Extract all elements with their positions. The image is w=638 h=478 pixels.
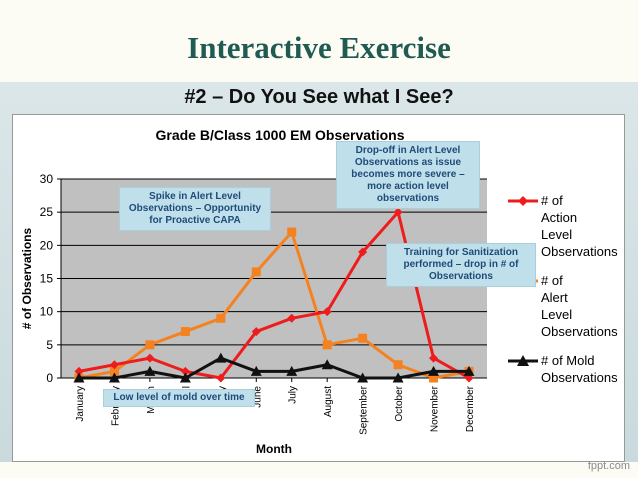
y-tick-label: 30 [40,172,54,186]
legend-marker [517,355,529,366]
data-point [251,327,261,337]
data-point [357,372,369,383]
data-point [250,365,262,376]
data-point [108,372,120,383]
series-line [78,210,470,380]
y-tick-label: 20 [40,238,54,252]
data-point [109,360,119,370]
data-point [180,366,190,376]
y-tick-label: 25 [40,205,54,219]
data-point [429,353,439,363]
legend-label: # of Action Level Observations [541,193,618,259]
callout-dropoff: Drop-off in Alert Level Observations as … [336,141,480,209]
y-tick-label: 10 [40,305,54,319]
x-tick-label: June [252,386,263,408]
data-point [393,360,403,370]
legend-label: # of Mold Observations [541,353,618,385]
data-point [287,313,297,323]
y-tick-label: 15 [40,272,54,286]
x-tick-label: January [75,386,86,422]
x-axis-title: Month [256,442,292,456]
data-point [73,372,85,383]
callout-training: Training for Sanitization performed – dr… [386,243,536,287]
data-point [358,333,368,343]
chart-panel: 051015202530JanuaryFebruaryMarchAprilMay… [12,114,625,462]
x-tick-label: December [465,385,476,432]
x-tick-label: November [430,385,441,432]
callout-spike: Spike in Alert Level Observations – Oppo… [119,187,271,231]
x-tick-label: October [394,385,405,421]
watermark: fppt.com [587,460,630,472]
data-point [215,352,227,363]
slide-subtitle: #2 – Do You See what I See? [184,86,454,108]
data-point [322,340,332,350]
x-tick-label: July [288,386,299,404]
data-point [393,207,403,217]
series-line [78,230,470,380]
x-tick-label: September [359,385,370,435]
data-point [216,313,226,323]
y-tick-label: 0 [46,371,53,385]
data-point [145,353,155,363]
data-point [428,365,440,376]
chart-title: Grade B/Class 1000 EM Observations [156,127,405,143]
data-point [358,247,368,257]
callout-mold: Low level of mold over time [103,389,255,407]
data-point [179,372,191,383]
y-tick-label: 5 [46,338,53,352]
data-point [286,365,298,376]
series-line [79,356,469,380]
legend-label: # of Alert Level Observations [541,273,618,339]
data-point [392,372,404,383]
data-point [463,365,475,376]
data-point [145,340,155,350]
data-point [180,327,190,337]
x-tick-label: August [323,386,334,417]
data-point [321,359,333,370]
slide-title: Interactive Exercise [187,30,451,65]
data-point [74,366,84,376]
data-point [429,373,439,383]
data-point [251,267,261,277]
data-point [216,373,226,383]
line-chart: 051015202530JanuaryFebruaryMarchAprilMay… [20,127,618,456]
data-point [109,366,119,376]
legend-marker [518,196,528,206]
y-axis-title: # of Observations [20,228,34,330]
data-point [322,307,332,317]
data-point [287,227,297,237]
data-point [144,365,156,376]
